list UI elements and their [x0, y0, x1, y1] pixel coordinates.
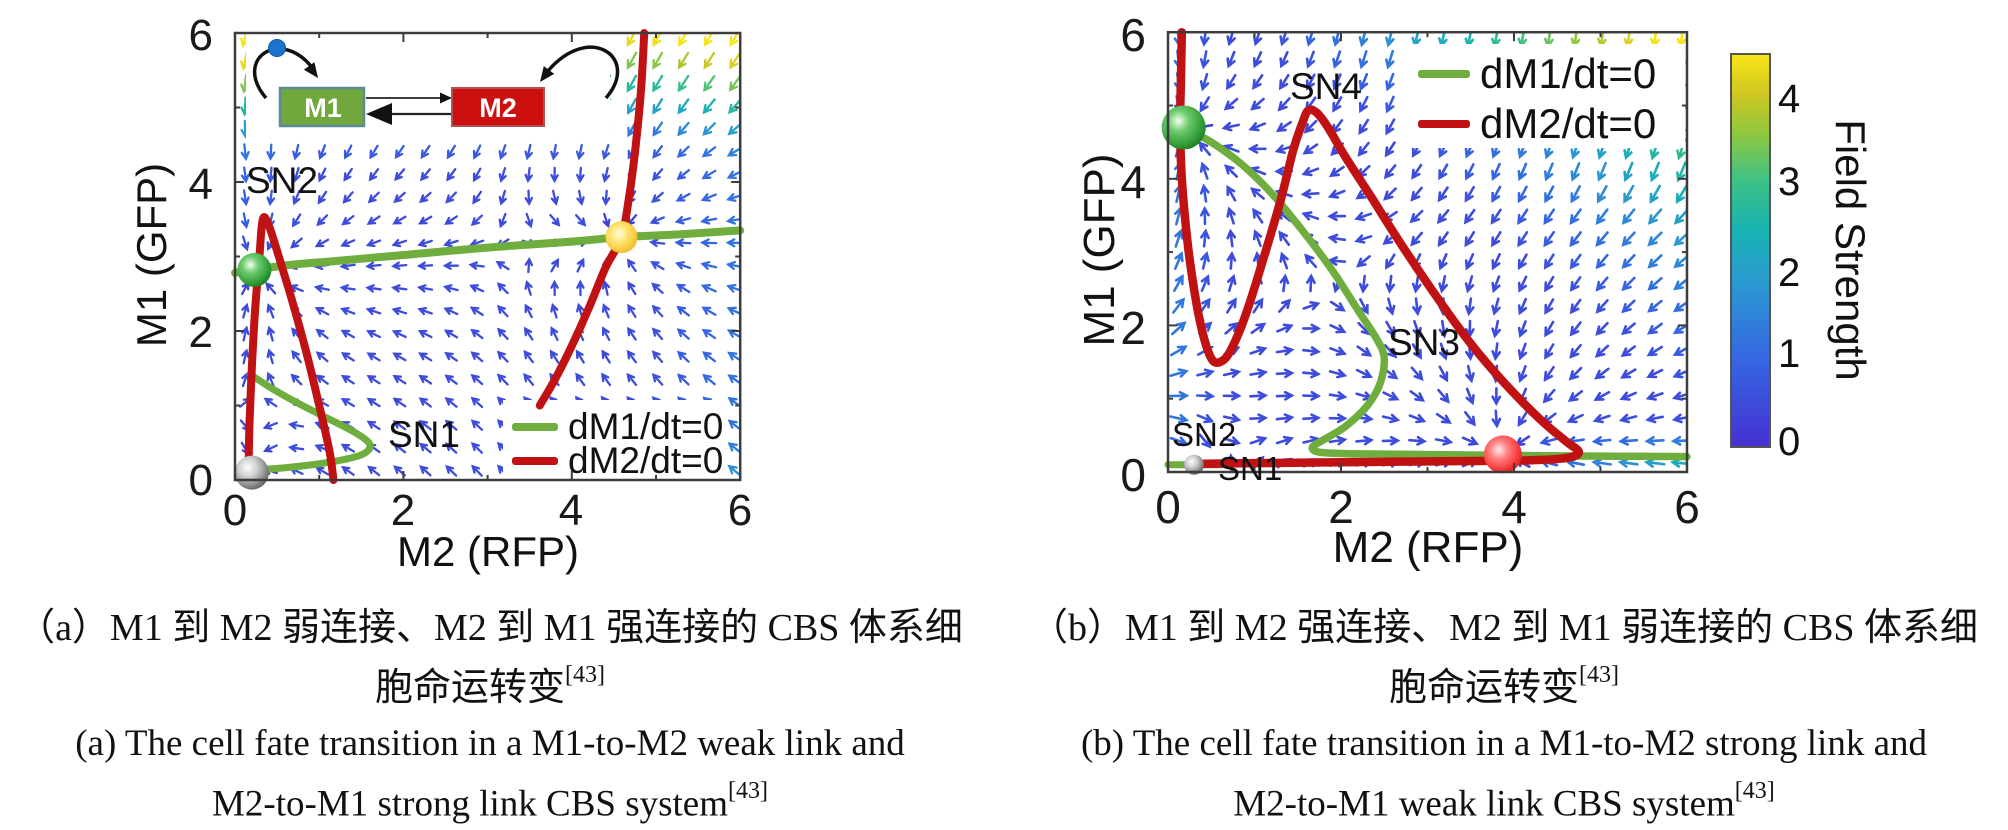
colorbar-label: Field Strength: [1827, 119, 1874, 381]
panel-a-label-sn1: SN1: [388, 414, 460, 455]
panel-a-xlabel: M2 (RFP): [397, 528, 579, 575]
panel-b-xtick-4: 4: [1501, 481, 1527, 533]
field-strength-colorbar: [1730, 53, 1771, 448]
dm2-line-swatch: [1418, 120, 1470, 128]
dm1-legend-label: dM1/dt=0: [568, 406, 724, 447]
dm1-legend-label: dM1/dt=0: [1480, 50, 1657, 97]
dm1-line-swatch: [1418, 70, 1470, 78]
caption-b-zh-ref: [43]: [1579, 662, 1619, 689]
panel-a-ytick-2: 2: [188, 308, 213, 357]
panel-b-label-sn1: SN1: [1218, 450, 1283, 487]
caption-a-zh-ref: [43]: [565, 662, 605, 689]
dm2-line-swatch: [512, 457, 558, 465]
colorbar-tick-3: 3: [1778, 160, 1801, 204]
caption-b-en-ref: [43]: [1734, 778, 1775, 804]
caption-a-en-ref: [43]: [728, 778, 768, 804]
panel-b-xtick-2: 2: [1328, 481, 1354, 533]
caption-a-en-line1: (a) The cell fate transition in a M1-to-…: [75, 723, 905, 764]
caption-b-en-line2-text: M2-to-M1 weak link CBS system: [1233, 783, 1735, 825]
caption-a-zh-line1: （a）M1 到 M2 弱连接、M2 到 M1 强连接的 CBS 体系细: [17, 607, 963, 649]
colorbar-tick-1: 1: [1778, 332, 1801, 376]
inset-node-m2: M2: [479, 93, 517, 123]
panel-a-legend-dm2: dM2/dt=0: [512, 440, 723, 482]
dm1-line-swatch: [512, 423, 558, 431]
panel-b-xtick-0: 0: [1155, 481, 1181, 533]
panel-b-label-sn4: SN4: [1290, 66, 1362, 107]
dm2-legend-label: dM2/dt=0: [568, 440, 724, 481]
caption-a-en-line2: M2-to-M1 strong link CBS system[43]: [0, 778, 980, 825]
colorbar-tick-2: 2: [1778, 251, 1801, 295]
caption-b-en-line1: (b) The cell fate transition in a M1-to-…: [1080, 723, 1927, 764]
panel-a-xtick-2: 2: [390, 486, 416, 535]
panel-b-ylabel: M1 (GFP): [1075, 153, 1124, 347]
panel-a-xtick-0: 0: [222, 486, 248, 535]
panel-b-label-sn2: SN2: [1172, 416, 1237, 453]
panel-a-xtick-4: 4: [558, 486, 584, 535]
panel-b-xlabel: M2 (RFP): [1332, 523, 1524, 572]
dm2-legend-label: dM2/dt=0: [1480, 100, 1657, 147]
panel-a-ytick-0: 0: [188, 456, 213, 505]
panel-a-ytick-4: 4: [188, 160, 213, 209]
caption-b-zh-line1: （b）M1 到 M2 强连接、M2 到 M1 弱连接的 CBS 体系细: [1030, 607, 1978, 649]
colorbar-tick-0: 0: [1778, 420, 1801, 464]
colorbar-tick-4: 4: [1778, 77, 1801, 121]
panel-b-ytick-6: 6: [1120, 9, 1146, 61]
caption-a-en-line2-text: M2-to-M1 strong link CBS system: [212, 783, 728, 825]
panel-b-ytick-4: 4: [1120, 156, 1146, 208]
panel-a-legend-dm1: dM1/dt=0: [512, 406, 723, 448]
caption-b-zh-line2-text: 胞命运转变: [1389, 667, 1580, 709]
panel-b-xtick-6: 6: [1674, 481, 1700, 533]
panel-b-legend-dm1: dM1/dt=0: [1418, 50, 1656, 98]
panel-a-label-sn2: SN2: [246, 160, 318, 201]
panel-a-ylabel: M1 (GFP): [128, 162, 175, 348]
panel-a-ytick-6: 6: [188, 11, 213, 60]
caption-a-zh-line2: 胞命运转变[43]: [0, 656, 980, 711]
caption-b-en-line2: M2-to-M1 weak link CBS system[43]: [1010, 778, 1998, 825]
panel-b-legend-dm2: dM2/dt=0: [1418, 100, 1656, 148]
caption-b-zh-line2: 胞命运转变[43]: [1010, 656, 1998, 711]
inset-node-m1: M1: [304, 93, 342, 123]
panel-a-xtick-6: 6: [727, 486, 753, 535]
panel-b-ytick-2: 2: [1120, 302, 1146, 354]
panel-b-ytick-0: 0: [1120, 449, 1146, 501]
caption-a-zh-line2-text: 胞命运转变: [375, 667, 566, 709]
panel-b-label-sn3: SN3: [1388, 322, 1460, 363]
